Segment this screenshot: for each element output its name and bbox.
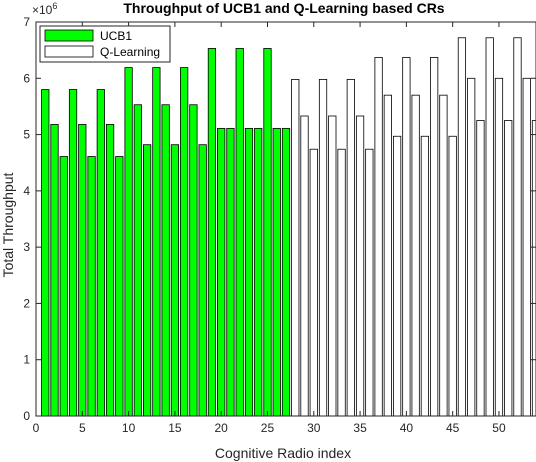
legend-swatch <box>44 45 94 58</box>
q-learning-bar <box>430 57 439 417</box>
ucb1-bar <box>68 89 78 417</box>
plot-area-frame <box>35 21 536 417</box>
ucb1-bar <box>59 156 68 417</box>
chart-title: Throughput of UCB1 and Q-Learning based … <box>123 0 444 16</box>
ucb1-bar <box>281 127 291 417</box>
legend-label: UCB1 <box>100 29 132 43</box>
q-learning-bar <box>485 37 494 417</box>
legend-swatch <box>44 29 94 42</box>
y-tick-label: 7 <box>23 15 30 29</box>
y-tick-label: 6 <box>23 71 30 85</box>
ucb1-bar <box>41 89 50 417</box>
ucb1-bar <box>78 124 87 417</box>
ucb1-bar <box>217 127 226 417</box>
ucb1-bar <box>115 156 124 417</box>
x-tick-label: 45 <box>446 421 460 435</box>
q-learning-bar <box>309 148 318 417</box>
q-learning-bar <box>393 135 402 417</box>
q-learning-bar <box>383 94 392 417</box>
y-scale-multiplier: ×106 <box>32 1 57 17</box>
q-learning-bar <box>476 120 485 417</box>
q-learning-bar <box>337 148 346 417</box>
q-learning-bar <box>318 79 328 417</box>
x-tick-label: 50 <box>492 421 506 435</box>
ucb1-bar <box>272 127 281 417</box>
q-learning-bar <box>522 77 531 417</box>
q-learning-bar <box>374 57 383 417</box>
q-learning-bar <box>291 79 300 417</box>
x-tick-label: 15 <box>168 421 182 435</box>
q-learning-bar <box>346 79 355 417</box>
q-learning-bar <box>439 94 448 417</box>
legend-label: Q-Learning <box>100 45 160 59</box>
x-tick-label: 20 <box>215 421 229 435</box>
q-learning-bar <box>411 94 420 417</box>
x-tick-label: 25 <box>261 421 275 435</box>
q-learning-bar <box>328 115 337 417</box>
y-tick-label: 1 <box>23 353 30 367</box>
ucb1-bar <box>87 156 96 417</box>
x-tick-label: 5 <box>79 421 86 435</box>
q-learning-bar <box>494 77 504 417</box>
y-tick-label: 3 <box>23 240 30 254</box>
q-learning-bar <box>420 135 430 417</box>
x-tick-label: 10 <box>122 421 136 435</box>
ucb1-bar <box>170 144 180 417</box>
y-tick-label: 2 <box>23 296 30 310</box>
q-learning-bar <box>467 77 476 417</box>
x-tick-label: 0 <box>33 421 40 435</box>
y-tick-label: 5 <box>23 128 30 142</box>
y-tick-label: 4 <box>23 184 30 198</box>
q-learning-bar <box>300 115 309 417</box>
ucb1-bar <box>152 67 161 417</box>
ucb1-bar <box>263 48 272 417</box>
ucb1-bar <box>244 127 254 417</box>
x-tick-label: 30 <box>307 421 321 435</box>
q-learning-bar <box>504 120 513 417</box>
ucb1-bar <box>226 127 235 417</box>
ucb1-bar <box>235 48 244 417</box>
q-learning-bar <box>457 37 467 417</box>
ucb1-bar <box>180 67 189 417</box>
y-axis-label: Total Throughput <box>0 172 16 277</box>
ucb1-bar <box>161 104 170 417</box>
q-learning-bar <box>513 37 522 417</box>
ucb1-bar <box>50 124 59 417</box>
ucb1-bar <box>189 104 198 417</box>
ucb1-bar <box>254 127 263 417</box>
x-tick-label: 40 <box>400 421 414 435</box>
y-scale-exponent: 6 <box>52 1 57 11</box>
ucb1-bar <box>143 144 152 417</box>
y-scale-base: ×10 <box>32 3 53 17</box>
bars-group <box>41 37 536 417</box>
legend: UCB1 Q-Learning <box>39 25 171 63</box>
ucb1-bar <box>105 124 115 417</box>
x-axis-label: Cognitive Radio index <box>215 445 351 461</box>
q-learning-bar <box>448 135 457 417</box>
ucb1-bar <box>207 48 217 417</box>
ucb1-bar <box>96 89 105 417</box>
x-tick-label: 35 <box>353 421 367 435</box>
ucb1-bar <box>198 144 207 417</box>
ucb1-bar <box>124 67 133 417</box>
q-learning-bar <box>365 148 374 417</box>
q-learning-bar <box>402 57 411 417</box>
ucb1-bar <box>133 104 142 417</box>
q-learning-bar <box>355 115 365 417</box>
y-tick-label: 0 <box>23 409 30 423</box>
q-learning-bar <box>531 120 536 417</box>
